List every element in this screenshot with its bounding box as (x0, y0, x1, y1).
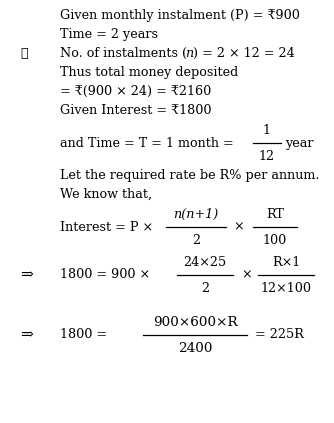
Text: ×: × (233, 220, 243, 233)
Text: n: n (185, 47, 193, 60)
Text: = 225R: = 225R (255, 329, 304, 341)
Text: 100: 100 (263, 233, 287, 247)
Text: = ₹(900 × 24) = ₹2160: = ₹(900 × 24) = ₹2160 (60, 85, 211, 97)
Text: 900×600×R: 900×600×R (153, 316, 237, 329)
Text: 24×25: 24×25 (183, 255, 227, 269)
Text: R×1: R×1 (272, 255, 300, 269)
Text: year: year (285, 137, 314, 149)
Text: Let the required rate be R% per annum.: Let the required rate be R% per annum. (60, 168, 320, 181)
Text: 2400: 2400 (178, 341, 212, 354)
Text: and Time = T = 1 month =: and Time = T = 1 month = (60, 137, 238, 149)
Text: Given Interest = ₹1800: Given Interest = ₹1800 (60, 104, 211, 116)
Text: Given monthly instalment (P) = ₹900: Given monthly instalment (P) = ₹900 (60, 8, 300, 22)
Text: ∴: ∴ (20, 47, 28, 60)
Text: 2: 2 (192, 233, 200, 247)
Text: Time = 2 years: Time = 2 years (60, 27, 158, 41)
Text: 1: 1 (263, 124, 271, 137)
Text: No. of instalments (: No. of instalments ( (60, 47, 187, 60)
Text: 12: 12 (259, 149, 275, 162)
Text: 1800 =: 1800 = (60, 329, 107, 341)
Text: 12×100: 12×100 (261, 281, 312, 294)
Text: Thus total money deposited: Thus total money deposited (60, 66, 238, 79)
Text: Interest = P ×: Interest = P × (60, 220, 153, 233)
Text: RT: RT (266, 208, 284, 220)
Text: ) = 2 × 12 = 24: ) = 2 × 12 = 24 (193, 47, 295, 60)
Text: 1800 = 900 ×: 1800 = 900 × (60, 269, 150, 281)
Text: n(n+1): n(n+1) (173, 208, 219, 220)
Text: 2: 2 (201, 281, 209, 294)
Text: We know that,: We know that, (60, 187, 152, 201)
Text: ⇒: ⇒ (20, 268, 33, 282)
Text: ⇒: ⇒ (20, 328, 33, 342)
Text: ×: × (241, 269, 252, 281)
